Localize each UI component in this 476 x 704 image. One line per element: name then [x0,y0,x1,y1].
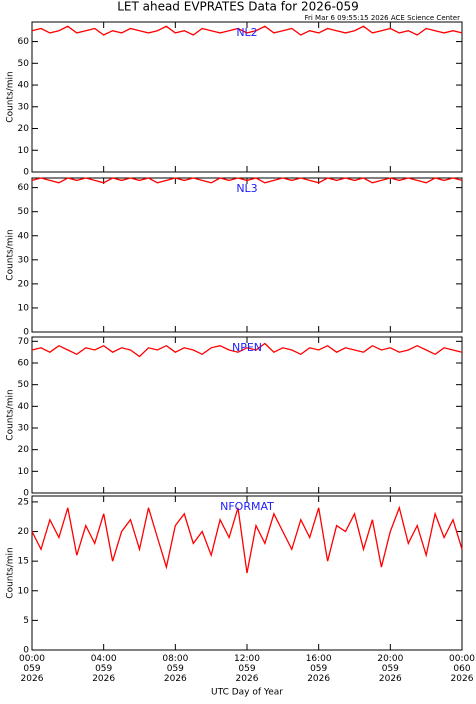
y-tick-label: 50 [18,59,30,69]
x-tick-label: 12:00 059 2026 [234,654,260,684]
y-tick-label: 60 [18,37,30,47]
y-tick-label: 30 [18,424,30,434]
data-line [31,342,463,358]
y-tick-label: 10 [18,146,30,156]
y-tick-label: 10 [18,586,30,596]
x-tick-label: 00:00 059 2026 [19,654,45,684]
y-tick-label: 25 [18,497,29,507]
y-axis-label: Counts/min [6,389,16,440]
y-tick-label: 50 [18,380,30,390]
y-tick-label: 10 [18,467,30,477]
y-tick-label: 0 [23,168,29,178]
y-tick-label: 30 [18,255,30,265]
y-tick-label: 20 [18,124,30,134]
y-tick-label: 40 [18,81,30,91]
subtitle: Fri Mar 6 09:55:15 2026 ACE Science Cent… [304,14,460,22]
y-tick-label: 5 [23,616,29,626]
x-tick-label: 16:00 059 2026 [306,654,332,684]
plot-frame [31,21,463,173]
y-tick-label: 10 [18,303,30,313]
y-tick-label: 40 [18,402,30,412]
x-tick-label: 08:00 059 2026 [162,654,188,684]
plot-frame [31,336,463,494]
y-axis-label: Counts/min [6,547,16,598]
y-tick-label: 60 [18,183,30,193]
data-line [31,505,463,574]
y-axis-label: Counts/min [6,71,16,122]
data-line [31,25,463,36]
x-tick-label: 20:00 059 2026 [377,654,403,684]
series-label: NPEN [232,341,262,354]
y-tick-label: 0 [23,328,29,338]
y-tick-label: 40 [18,231,30,241]
x-axis-label: UTC Day of Year [211,688,283,698]
plot-frame [31,177,463,333]
y-tick-label: 20 [18,527,30,537]
x-tick-label: 00:00 060 2026 [449,654,475,684]
x-tick-label: 04:00 059 2026 [91,654,117,684]
y-tick-label: 20 [18,279,30,289]
y-tick-label: 60 [18,359,30,369]
y-axis-label: Counts/min [6,229,16,280]
series-label: NL2 [236,26,257,39]
y-tick-label: 20 [18,445,30,455]
chart-title: LET ahead EVPRATES Data for 2026-059 [117,0,359,14]
y-tick-label: 0 [23,646,29,656]
series-label: NFORMAT [220,500,274,513]
y-tick-label: 50 [18,207,30,217]
y-tick-label: 0 [23,489,29,499]
y-tick-label: 15 [18,557,29,567]
series-label: NL3 [236,182,257,195]
data-line [31,177,463,184]
y-tick-label: 30 [18,102,30,112]
y-tick-label: 70 [18,337,30,347]
